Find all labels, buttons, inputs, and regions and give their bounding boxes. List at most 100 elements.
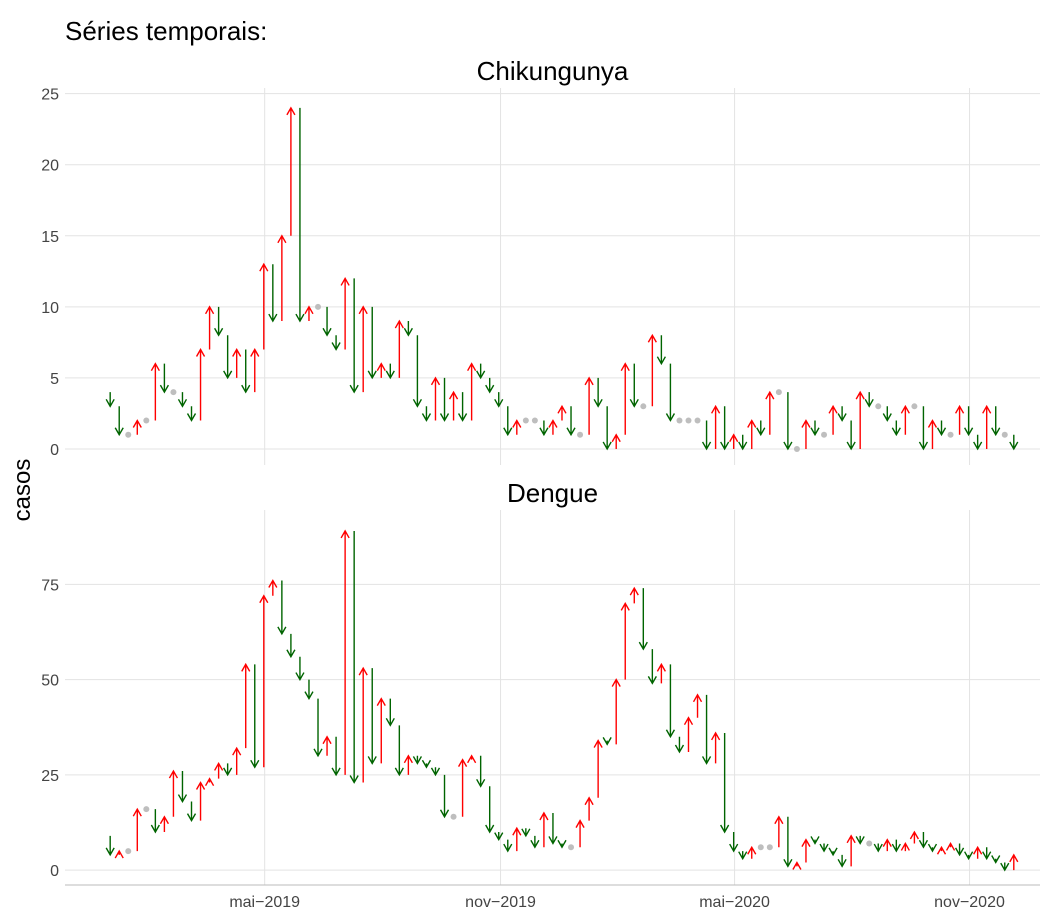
- change-arrow: [349, 278, 359, 394]
- no-change-dot: [685, 417, 692, 424]
- y-tick-label: 25: [41, 768, 59, 785]
- arrow-shape: [376, 697, 386, 764]
- arrow-shape: [349, 530, 359, 784]
- arrow-shape: [394, 319, 404, 378]
- change-arrow: [828, 847, 838, 857]
- arrow-shape: [729, 433, 739, 449]
- change-arrow: [241, 662, 251, 749]
- arrow-shape: [403, 321, 413, 337]
- change-arrow: [476, 363, 486, 380]
- arrow-shape: [783, 816, 793, 868]
- arrow-shape: [629, 363, 639, 408]
- arrow-shape: [476, 755, 486, 788]
- arrow-shape: [620, 601, 630, 680]
- no-change-dot: [143, 806, 150, 813]
- arrow-shape: [259, 594, 269, 768]
- arrow-shape: [801, 419, 811, 449]
- change-arrow: [819, 843, 829, 853]
- arrow-shape: [918, 406, 929, 451]
- change-arrow: [611, 678, 621, 745]
- arrow-shape: [973, 845, 983, 859]
- change-arrow: [150, 809, 160, 834]
- change-arrow: [340, 277, 350, 350]
- change-arrow: [918, 406, 929, 451]
- change-arrow: [439, 377, 450, 422]
- y-tick-label: 10: [41, 300, 59, 317]
- change-arrow: [891, 839, 901, 853]
- page-heading: Séries temporais:: [65, 16, 267, 46]
- change-arrow: [701, 420, 712, 451]
- arrow-shape: [186, 406, 197, 422]
- change-arrow: [973, 434, 983, 451]
- change-arrow: [774, 815, 784, 848]
- x-tick-label: mai−2020: [699, 894, 770, 911]
- change-arrow: [186, 801, 197, 823]
- arrow-shape: [521, 828, 531, 838]
- arrow-shape: [738, 434, 748, 451]
- y-axis-label: casos: [9, 459, 36, 522]
- no-change-dot: [640, 403, 647, 410]
- arrow-shape: [1009, 434, 1019, 451]
- change-arrow: [530, 835, 540, 849]
- change-arrow: [557, 839, 567, 849]
- change-arrow: [358, 305, 368, 393]
- arrow-shape: [683, 716, 694, 752]
- change-arrow: [747, 419, 757, 449]
- change-arrow: [277, 234, 287, 322]
- change-arrow: [575, 819, 585, 848]
- arrow-shape: [313, 698, 323, 758]
- change-arrow: [964, 851, 974, 861]
- change-arrow: [430, 376, 441, 421]
- change-arrow: [503, 839, 513, 853]
- arrow-shape: [223, 335, 233, 380]
- arrow-shape: [268, 579, 278, 596]
- change-arrow: [720, 732, 730, 834]
- y-tick-label: 5: [50, 371, 59, 388]
- change-arrow: [566, 406, 576, 437]
- change-arrow: [710, 731, 721, 764]
- arrow-shape: [295, 656, 305, 681]
- no-change-dot: [757, 844, 764, 851]
- change-arrow: [485, 377, 495, 394]
- change-arrow: [521, 828, 531, 838]
- change-arrow: [168, 769, 179, 817]
- arrow-shape: [774, 815, 784, 848]
- arrow-shape: [114, 849, 124, 859]
- arrow-shape: [494, 832, 504, 842]
- change-arrow: [349, 530, 359, 784]
- arrow-shape: [277, 234, 287, 322]
- no-change-dot: [125, 848, 132, 855]
- arrow-shape: [891, 839, 901, 853]
- arrow-shape: [602, 737, 612, 746]
- y-tick-label: 15: [41, 229, 59, 246]
- arrow-shape: [927, 419, 938, 449]
- change-arrow: [982, 847, 992, 861]
- arrow-shape: [403, 754, 413, 775]
- arrow-shape: [1009, 853, 1019, 871]
- change-arrow: [331, 335, 341, 351]
- change-arrow: [964, 406, 974, 437]
- arrow-shape: [195, 348, 206, 421]
- y-tick-label: 0: [50, 863, 59, 880]
- no-change-dot: [577, 431, 584, 438]
- arrow-shape: [837, 854, 847, 868]
- no-change-dot: [125, 431, 132, 438]
- change-arrow: [584, 376, 594, 435]
- arrow-shape: [674, 736, 685, 754]
- arrow-shape: [918, 832, 929, 849]
- no-change-dot: [531, 417, 538, 424]
- arrow-shape: [358, 305, 368, 393]
- change-arrow: [656, 662, 666, 684]
- change-arrow: [259, 594, 269, 768]
- arrow-shape: [557, 404, 567, 421]
- change-arrow: [412, 335, 423, 408]
- change-arrow: [801, 838, 811, 863]
- change-arrow: [223, 335, 233, 380]
- arrow-shape: [882, 406, 892, 422]
- change-arrow: [918, 832, 929, 849]
- arrow-shape: [846, 834, 856, 867]
- change-arrow: [584, 796, 594, 821]
- arrow-shape: [548, 812, 558, 845]
- change-arrow: [810, 420, 820, 437]
- arrow-shape: [620, 362, 630, 435]
